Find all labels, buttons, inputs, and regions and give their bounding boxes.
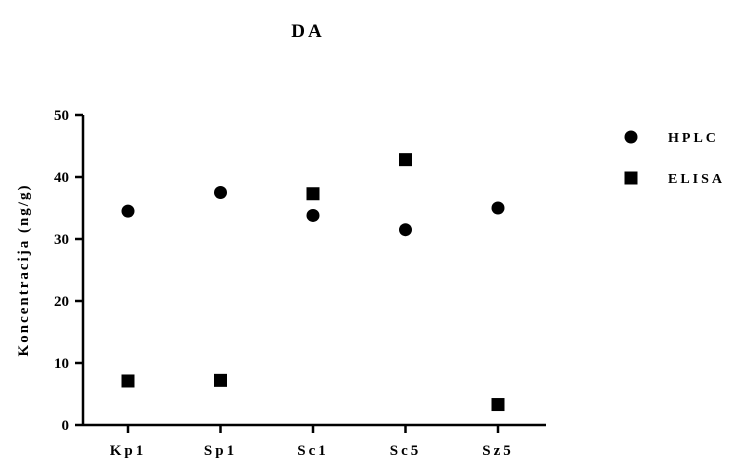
- x-tick-label: Kp1: [110, 443, 147, 459]
- point-elisa: [214, 373, 227, 387]
- x-tick-label: Sc5: [390, 443, 422, 459]
- point-elisa: [121, 374, 135, 388]
- y-axis-label: Koncentracija (ng/g): [16, 184, 32, 357]
- y-tick-label: 40: [54, 170, 69, 186]
- legend-label-hplc: HPLC: [668, 131, 719, 146]
- data-points: [121, 153, 505, 412]
- point-hplc: [306, 208, 320, 222]
- x-tick-label: Sp1: [204, 443, 237, 459]
- y-tick-label: 20: [54, 294, 69, 310]
- point-elisa: [491, 398, 505, 412]
- point-hplc: [491, 201, 505, 215]
- legend-marker-elisa: [624, 171, 638, 185]
- point-elisa: [399, 153, 412, 167]
- point-hplc: [399, 223, 412, 237]
- legend-label-elisa: ELISA: [668, 172, 725, 187]
- legend-marker-hplc: [624, 130, 638, 144]
- point-elisa: [306, 187, 320, 201]
- y-tick-label: 0: [62, 418, 70, 434]
- x-tick-label: Sc1: [297, 443, 329, 459]
- axes: [81, 115, 546, 427]
- x-tick-label: Sz5: [482, 443, 514, 459]
- y-tick-label: 50: [54, 108, 69, 124]
- point-hplc: [121, 204, 135, 218]
- y-tick-label: 30: [54, 232, 69, 248]
- y-ticks: 0 10 20 30 40 50: [54, 108, 83, 434]
- chart-title: DA: [291, 21, 324, 42]
- y-tick-label: 10: [54, 356, 69, 372]
- point-hplc: [214, 186, 227, 199]
- x-ticks: Kp1 Sp1 Sc1 Sc5 Sz5: [110, 425, 514, 459]
- legend: HPLC ELISA: [624, 130, 725, 187]
